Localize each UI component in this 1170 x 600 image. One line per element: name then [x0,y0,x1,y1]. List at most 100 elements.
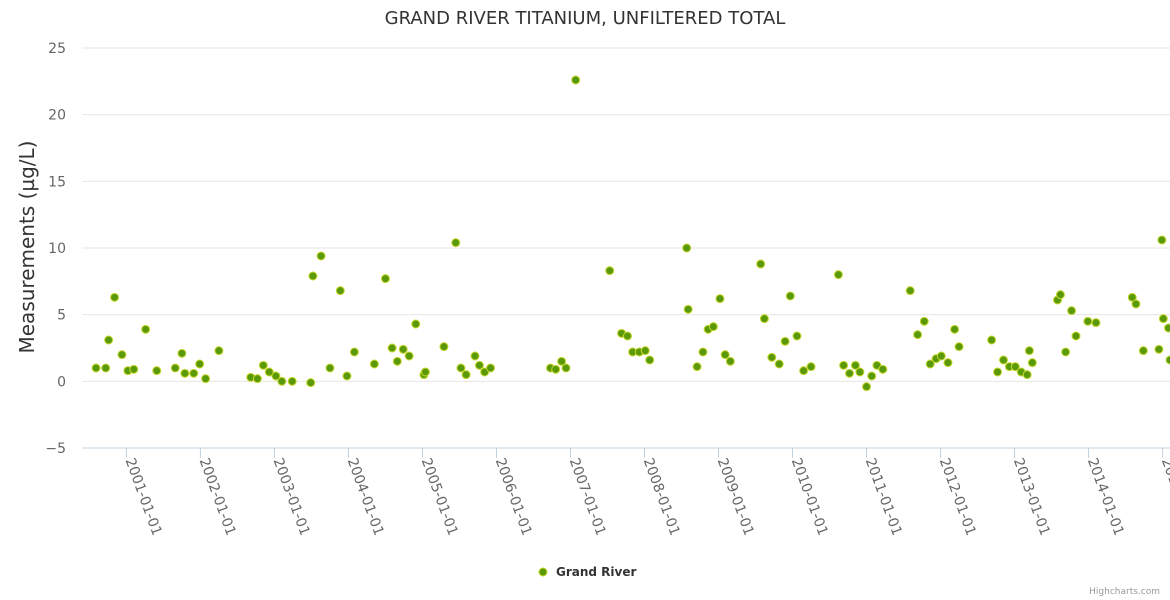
data-point[interactable] [335,286,345,296]
data-point[interactable] [1022,370,1032,380]
data-point[interactable] [420,367,430,377]
data-point[interactable] [264,367,274,377]
data-point[interactable] [110,292,120,302]
data-point[interactable] [1024,346,1034,356]
data-point[interactable] [551,364,561,374]
data-point[interactable] [117,350,127,360]
data-point[interactable] [369,359,379,369]
data-point[interactable] [387,343,397,353]
data-point[interactable] [925,359,935,369]
data-point[interactable] [474,360,484,370]
data-point[interactable] [101,363,111,373]
data-point[interactable] [799,366,809,376]
data-point[interactable] [271,371,281,381]
chart-credit[interactable]: Highcharts.com [1089,587,1160,597]
data-point[interactable] [152,366,162,376]
data-point[interactable] [756,259,766,269]
data-point[interactable] [1010,362,1020,372]
data-point[interactable] [850,360,860,370]
data-point[interactable] [605,266,615,276]
data-point[interactable] [398,344,408,354]
data-point[interactable] [640,346,650,356]
data-point[interactable] [839,360,849,370]
data-point[interactable] [277,376,287,386]
data-point[interactable] [129,364,139,374]
data-point[interactable] [1071,331,1081,341]
data-point[interactable] [470,351,480,361]
data-point[interactable] [287,376,297,386]
data-point[interactable] [806,362,816,372]
data-point[interactable] [855,367,865,377]
data-point[interactable] [1061,347,1071,357]
data-point[interactable] [720,350,730,360]
data-point[interactable] [950,324,960,334]
data-point[interactable] [1157,235,1167,245]
data-point[interactable] [195,359,205,369]
data-point[interactable] [404,351,414,361]
data-point[interactable] [306,378,316,388]
data-point[interactable] [998,355,1008,365]
data-point[interactable] [561,363,571,373]
data-point[interactable] [456,363,466,373]
data-point[interactable] [622,331,632,341]
data-point[interactable] [780,336,790,346]
data-point[interactable] [1027,358,1037,368]
data-point[interactable] [682,243,692,253]
legend-item-grand-river[interactable]: Grand River [538,565,636,579]
data-point[interactable] [461,370,471,380]
data-point[interactable] [878,364,888,374]
data-point[interactable] [913,330,923,340]
data-point[interactable] [759,314,769,324]
data-point[interactable] [451,238,461,248]
data-point[interactable] [380,274,390,284]
data-point[interactable] [1131,299,1141,309]
data-point[interactable] [645,355,655,365]
data-point[interactable] [708,322,718,332]
data-point[interactable] [987,335,997,345]
data-point[interactable] [571,75,581,85]
data-point[interactable] [1138,346,1148,356]
data-point[interactable] [349,347,359,357]
data-point[interactable] [411,319,421,329]
data-point[interactable] [557,356,567,366]
data-point[interactable] [867,371,877,381]
data-point[interactable] [698,347,708,357]
data-point[interactable] [792,331,802,341]
data-point[interactable] [905,286,915,296]
data-point[interactable] [189,368,199,378]
data-point[interactable] [1158,314,1168,324]
data-point[interactable] [392,356,402,366]
data-point[interactable] [683,304,693,314]
data-point[interactable] [104,335,114,345]
data-point[interactable] [170,363,180,373]
data-point[interactable] [252,374,262,384]
data-point[interactable] [1164,323,1170,333]
data-point[interactable] [486,363,496,373]
data-point[interactable] [774,359,784,369]
data-point[interactable] [180,368,190,378]
data-point[interactable] [201,374,211,384]
data-point[interactable] [833,270,843,280]
data-point[interactable] [1154,344,1164,354]
data-point[interactable] [214,346,224,356]
data-point[interactable] [785,291,795,301]
data-point[interactable] [91,363,101,373]
data-point[interactable] [1091,318,1101,328]
data-point[interactable] [1165,355,1170,365]
data-point[interactable] [1067,306,1077,316]
data-point[interactable] [342,371,352,381]
data-points[interactable] [91,75,1170,392]
data-point[interactable] [725,356,735,366]
data-point[interactable] [943,358,953,368]
data-point[interactable] [439,342,449,352]
data-point[interactable] [1083,316,1093,326]
data-point[interactable] [954,342,964,352]
data-point[interactable] [316,251,326,261]
data-point[interactable] [1055,290,1065,300]
data-point[interactable] [177,348,187,358]
data-point[interactable] [767,352,777,362]
data-point[interactable] [141,324,151,334]
data-point[interactable] [715,294,725,304]
data-point[interactable] [936,351,946,361]
data-point[interactable] [919,316,929,326]
